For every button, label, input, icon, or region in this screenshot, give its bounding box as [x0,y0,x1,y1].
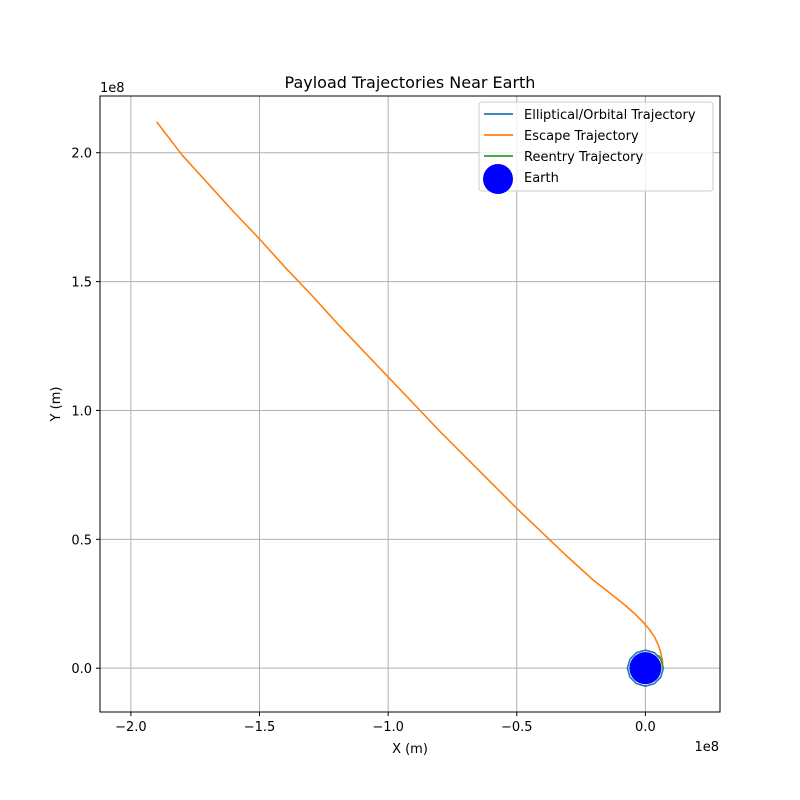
series-layer [155,121,665,688]
chart-title: Payload Trajectories Near Earth [285,73,536,92]
legend-reentry-trajectory-label: Reentry Trajectory [524,150,643,165]
y-tick-label: 1.0 [71,404,92,419]
legend-earth-label: Earth [524,171,559,186]
y-tick-label: 0.5 [71,533,92,548]
legend-earth-marker [483,164,513,194]
reentry-trajectory-line [657,654,664,669]
elliptical-orbital-trajectory-line [626,649,665,688]
x-offset-label: 1e8 [694,740,719,755]
x-tick-label: −0.5 [501,720,533,735]
x-tick-label: −1.0 [372,720,404,735]
escape-trajectory-line [155,121,664,669]
x-tick-label: 0.0 [635,720,656,735]
y-tick-label: 2.0 [71,147,92,162]
legend: Elliptical/Orbital Trajectory Escape Traj… [478,101,714,194]
legend-box [478,101,714,192]
x-tick-label: −1.5 [244,720,276,735]
y-offset-label: 1e8 [100,81,125,96]
y-tick-label: 1.5 [71,276,92,291]
y-axis-label: Y (m) [49,387,64,423]
x-tick-label: −2.0 [115,720,147,735]
y-tick-label: 0.0 [71,662,92,677]
legend-escape-trajectory-label: Escape Trajectory [524,129,639,144]
earth-marker [629,652,662,685]
plot-frame [99,95,721,713]
x-axis-label: X (m) [392,742,428,757]
tick-layer: −2.0 −1.5 −1.0 −0.5 0.0 0.0 0.5 1.0 1.5 2.0 [71,147,655,735]
legend-elliptical-orbital-trajectory-label: Elliptical/Orbital Trajectory [524,108,696,123]
